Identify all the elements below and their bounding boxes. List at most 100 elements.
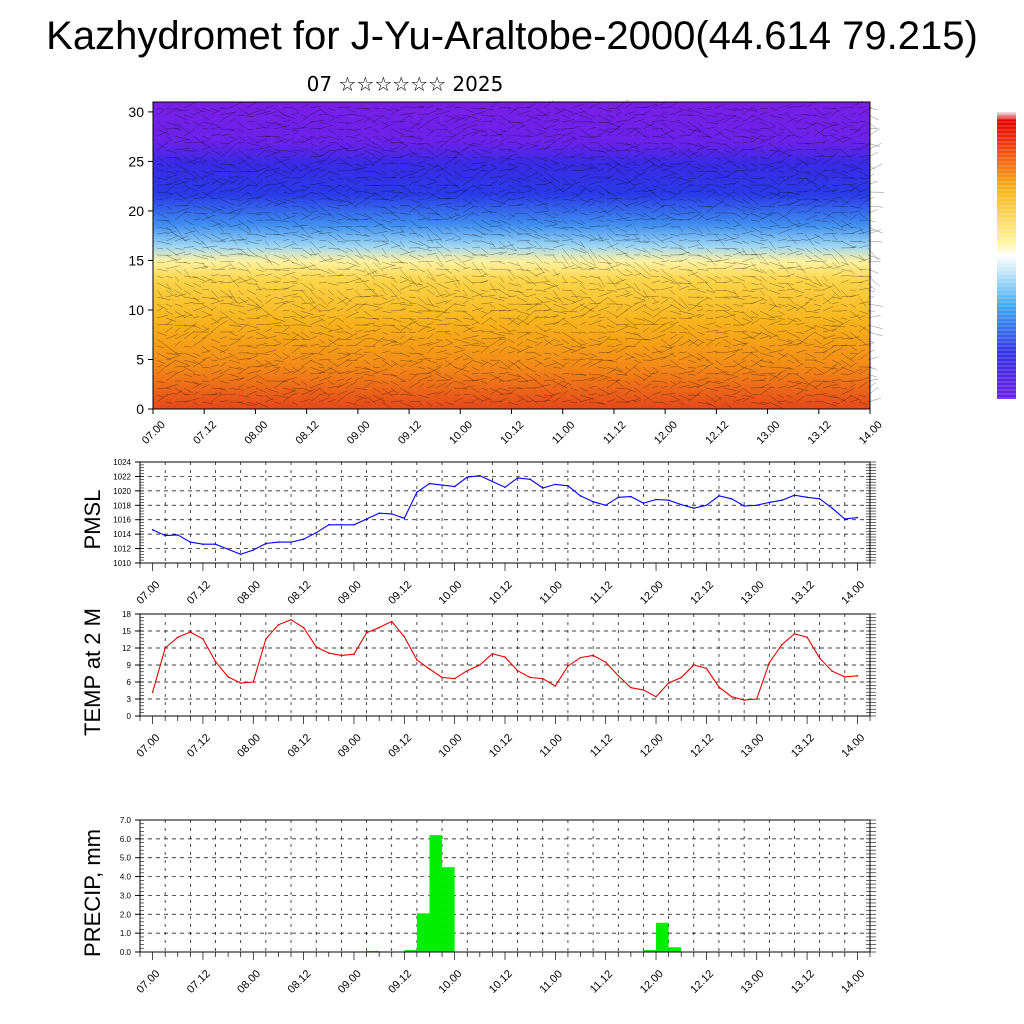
panel-frame [139, 819, 871, 953]
data-point [617, 496, 620, 499]
data-point [755, 698, 758, 700]
data-point [315, 646, 318, 648]
precip-bar [416, 913, 430, 952]
y-tick-label: 1016 [113, 516, 131, 525]
data-point [730, 695, 733, 698]
data-point [202, 543, 204, 546]
y-tick-label: 7.0 [120, 816, 132, 825]
x-tick-label: 11.00 [550, 419, 577, 446]
data-point [529, 478, 531, 481]
data-point [479, 664, 481, 666]
y-tick-label: 1018 [113, 501, 131, 510]
precip-bar [656, 922, 669, 952]
x-tick-label: 09.12 [386, 579, 414, 607]
x-tick-label: 09.12 [386, 732, 414, 760]
y-tick-label: 0 [136, 401, 144, 417]
data-point [781, 643, 783, 646]
data-point [340, 523, 343, 526]
data-point [189, 631, 192, 633]
colorbar-steps [997, 113, 1016, 399]
data-point [768, 661, 771, 664]
precip-bar [404, 950, 417, 952]
y-tick-label: 20 [128, 203, 144, 219]
data-point [579, 656, 582, 659]
data-point [378, 512, 380, 515]
x-tick-label: 07.12 [185, 732, 213, 760]
data-point [680, 503, 683, 506]
data-point [541, 677, 544, 680]
x-tick-label: 11.00 [538, 968, 565, 995]
data-point [479, 474, 481, 477]
data-point [793, 633, 796, 635]
data-point [604, 661, 607, 663]
data-point [265, 542, 267, 545]
data-point [466, 476, 469, 478]
x-tick-label: 13.00 [739, 732, 767, 760]
x-tick-label: 07.00 [140, 419, 168, 447]
x-tick-label: 10.12 [487, 579, 515, 607]
panel-frame [139, 613, 871, 717]
pmsl-panel: 1010 1012 1014 1016 1018 1020 1022 1024 07.00 07.… [80, 458, 876, 607]
x-tick-label: 08.12 [286, 579, 314, 607]
y-tick-label: 6.0 [120, 835, 132, 844]
data-point [164, 534, 166, 537]
x-tick-label: 11.00 [538, 732, 565, 759]
x-tick-label: 10.00 [447, 419, 475, 447]
data-point [504, 656, 506, 658]
data-point [441, 676, 443, 679]
x-tick-label: 14.00 [839, 968, 867, 996]
y-tick-label: 15 [122, 627, 131, 636]
data-point [516, 669, 519, 672]
y-tick-label: 18 [122, 610, 131, 619]
data-point [416, 659, 418, 661]
colorbar-fill [997, 112, 1016, 399]
data-point [189, 541, 192, 543]
x-tick-label: 10.12 [498, 419, 526, 447]
x-tick-label: 12.00 [638, 579, 666, 607]
y-axis-label: PMSL [80, 490, 105, 550]
data-point [428, 668, 431, 670]
data-point [353, 523, 355, 526]
x-tick-label: 13.12 [789, 579, 817, 607]
data-point [856, 674, 859, 677]
data-point [390, 513, 393, 515]
data-point [579, 495, 582, 497]
y-tick-label: 15 [128, 252, 144, 268]
x-tick-label: 09.12 [386, 968, 414, 996]
x-tick-label: 09.00 [336, 968, 364, 996]
x-tick-label: 14.00 [839, 732, 867, 760]
y-tick-label: 1014 [113, 530, 131, 539]
x-tick-label: 13.00 [754, 419, 782, 447]
data-point [642, 502, 645, 504]
data-point [390, 620, 393, 623]
x-tick-label: 09.00 [345, 419, 373, 447]
data-point [692, 507, 695, 509]
heatmap-fill [153, 102, 870, 409]
vertical-section-panel: 0 5 10 15 20 25 30 07.00 07.12 08.00 08.12 09.00 09.… [128, 99, 885, 447]
data-point [214, 660, 217, 663]
data-point [164, 647, 166, 649]
data-point [705, 667, 708, 670]
data-point [655, 498, 657, 501]
y-tick-label: 25 [128, 153, 144, 169]
data-point [453, 485, 456, 488]
y-tick-label: 10 [128, 302, 144, 318]
data-point [755, 504, 758, 507]
data-point [466, 669, 469, 672]
data-point [567, 665, 569, 667]
data-point [176, 534, 179, 536]
data-point [743, 505, 745, 507]
x-tick-label: 08.12 [294, 419, 322, 447]
x-tick-label: 09.00 [336, 579, 364, 607]
data-point [831, 507, 834, 509]
y-tick-label: 1020 [113, 487, 131, 496]
y-tick-label: 9 [127, 661, 132, 670]
data-point [831, 670, 834, 673]
data-point [642, 689, 645, 691]
series-line [152, 619, 858, 701]
data-point [554, 483, 557, 486]
data-point [743, 699, 745, 701]
data-point [818, 657, 821, 659]
data-point [277, 541, 280, 543]
data-point [718, 495, 720, 497]
